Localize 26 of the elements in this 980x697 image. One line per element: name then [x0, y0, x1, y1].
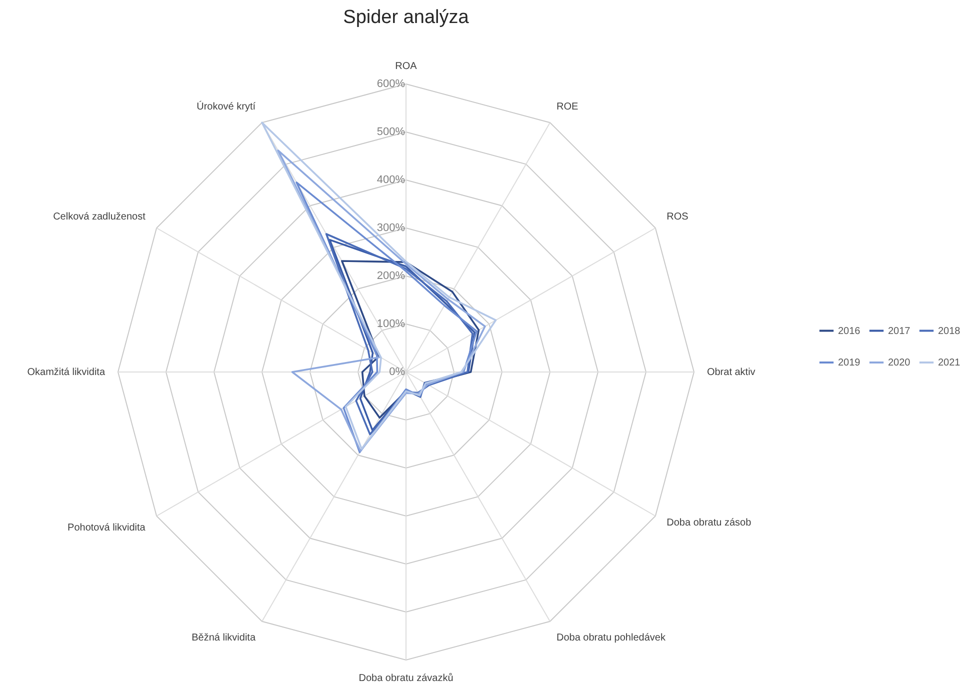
- y-tick-label: 600%: [376, 78, 406, 90]
- spoke-label: Doba obratu pohledávek: [556, 632, 666, 644]
- legend-label: 2018: [938, 326, 961, 337]
- spoke-label: Doba obratu zásob: [666, 517, 752, 528]
- spoke-label: Pohotová likvidita: [68, 522, 146, 534]
- y-tick-label: 100%: [376, 318, 406, 330]
- spoke-label: ROA: [395, 61, 418, 72]
- spoke-label: ROS: [666, 212, 689, 223]
- legend-label: 2019: [838, 358, 861, 368]
- legend-label: 2020: [888, 358, 911, 368]
- y-tick-label: 300%: [376, 222, 406, 234]
- spoke-label: ROE: [556, 101, 578, 112]
- spoke-label: Celková zadluženost: [53, 212, 146, 223]
- legend-label: 2021: [938, 358, 961, 368]
- spoke-label: Doba obratu závazků: [358, 672, 454, 684]
- y-tick-label: 0%: [389, 366, 406, 378]
- spoke-label: Obrat aktiv: [706, 367, 756, 378]
- legend-label: 2016: [838, 326, 861, 337]
- spoke-label: Okamžitá likvidita: [27, 367, 106, 378]
- y-tick-label: 400%: [376, 174, 406, 186]
- spoke-label: Běžná likvidita: [192, 632, 256, 644]
- y-tick-label: 200%: [376, 270, 406, 282]
- chart-title: Spider analýza: [343, 7, 470, 28]
- spoke-label: Úrokové krytí: [196, 100, 256, 112]
- legend-label: 2017: [888, 326, 911, 337]
- y-tick-label: 500%: [376, 126, 406, 138]
